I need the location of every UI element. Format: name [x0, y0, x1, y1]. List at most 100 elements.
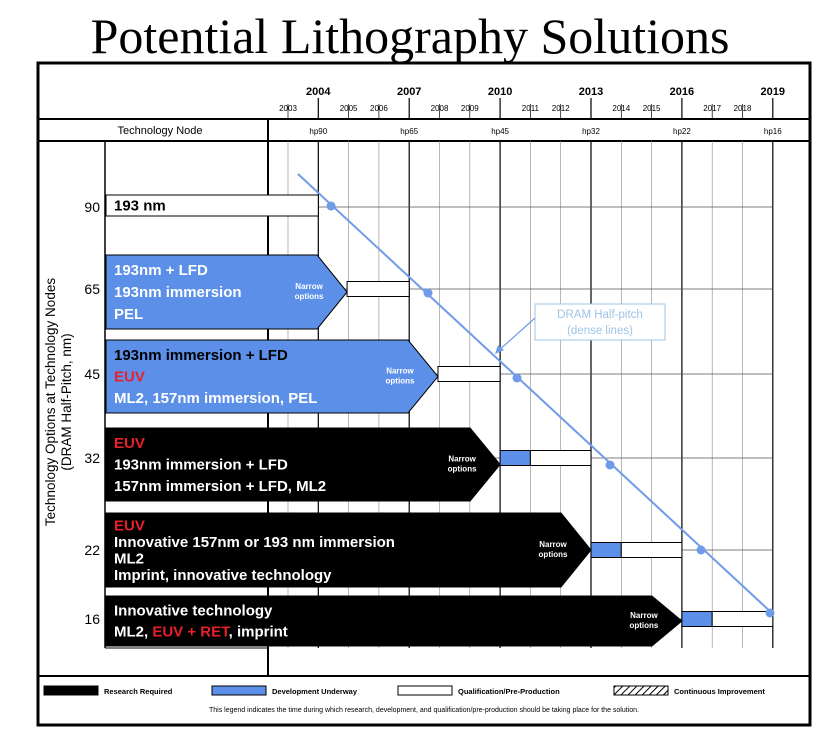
timeline-segment [681, 611, 713, 627]
node-label: 65 [84, 281, 100, 297]
hp-label: hp32 [582, 127, 600, 136]
solution-text-part: Imprint, innovative technology [114, 567, 332, 584]
solution-text-part: ML2 [114, 550, 144, 567]
annotation-box [534, 303, 666, 341]
legend-swatch [211, 685, 267, 696]
solution-text-part: 193 nm [114, 198, 166, 215]
narrow-options-label: options [386, 377, 415, 386]
narrow-options-label: options [295, 292, 324, 301]
legend-label: Continuous Improvement [674, 687, 765, 696]
year-label-major: 2013 [579, 86, 603, 98]
year-label-minor: 2017 [703, 104, 721, 113]
solution-text-part: PEL [114, 306, 143, 323]
solution-text-part: Innovative 157nm or 193 nm immersion [114, 534, 395, 551]
solution-text-line: EUV [114, 517, 145, 534]
solution-text-part: ML2, [114, 624, 152, 641]
solution-arrow [105, 595, 683, 647]
solution-text-part: EUV [114, 435, 145, 452]
hp-label: hp16 [764, 127, 782, 136]
solution-text-line: 157nm immersion + LFD, ML2 [114, 478, 326, 495]
y-axis-sublabel: (DRAM Half-Pitch, nm) [59, 333, 74, 470]
timeline-segment [346, 281, 410, 297]
hp-label: hp22 [673, 127, 691, 136]
solution-arrow [105, 254, 348, 330]
half-pitch-point [423, 288, 433, 298]
year-label-major: 2004 [306, 86, 331, 98]
hp-label: hp90 [309, 127, 327, 136]
solution-text-line: ML2, EUV + RET, imprint [114, 624, 288, 641]
narrow-options-label: options [539, 550, 568, 559]
solution-text-part: EUV [114, 369, 145, 386]
half-pitch-point [512, 373, 522, 383]
narrow-options-label: Narrow [295, 282, 323, 291]
solution-text-part: ML2, 157nm immersion, PEL [114, 390, 317, 407]
timeline-segment [620, 542, 683, 558]
half-pitch-point [696, 545, 706, 555]
half-pitch-point [326, 201, 336, 211]
narrow-options-label: Narrow [630, 611, 658, 620]
year-label-minor: 2015 [643, 104, 661, 113]
timeline-segment [437, 366, 501, 382]
solution-text-line: EUV [114, 435, 145, 452]
legend-swatch [397, 685, 453, 696]
narrow-options-label: Narrow [386, 367, 414, 376]
tech-node-label: Technology Node [117, 125, 202, 137]
solution-bar [105, 194, 319, 217]
half-pitch-point [765, 608, 775, 618]
hp-label: hp65 [400, 127, 418, 136]
hp-label: hp45 [491, 127, 509, 136]
solution-text-line: Imprint, innovative technology [114, 567, 332, 584]
node-label: 45 [84, 366, 100, 382]
narrow-options-label: Narrow [539, 540, 567, 549]
solution-text-line: 193nm immersion [114, 284, 242, 301]
narrow-options-label: options [629, 621, 658, 630]
legend-swatch [613, 685, 669, 696]
node-label: 16 [84, 611, 100, 627]
year-label-major: 2010 [488, 86, 512, 98]
solution-text-line: 193nm + LFD [114, 262, 208, 279]
year-label-minor: 2009 [461, 104, 479, 113]
solution-text-line: Innovative technology [114, 603, 273, 620]
solution-text-part: 157nm immersion + LFD, ML2 [114, 478, 326, 495]
solution-text-part: 193nm + LFD [114, 262, 208, 279]
year-label-major: 2016 [670, 86, 694, 98]
solution-arrow [105, 427, 501, 502]
year-label-minor: 2005 [340, 104, 358, 113]
year-label-minor: 2003 [279, 104, 297, 113]
timeline-segment [529, 450, 592, 466]
timeline-segment [711, 611, 774, 627]
timeline-segment [590, 542, 622, 558]
solution-text-line: Innovative 157nm or 193 nm immersion [114, 534, 395, 551]
solution-text-part: 193nm immersion [114, 284, 242, 301]
narrow-options-label: Narrow [448, 455, 476, 464]
solution-arrow [105, 339, 439, 414]
solution-text-part: Innovative technology [114, 603, 273, 620]
legend-label: Qualification/Pre-Production [458, 687, 560, 696]
annotation-text: DRAM Half-pitch [557, 309, 643, 321]
solution-text-line: ML2, 157nm immersion, PEL [114, 390, 317, 407]
solution-text-part: , imprint [229, 624, 288, 641]
narrow-options-label: options [448, 465, 477, 474]
solution-text-part: 193nm immersion + LFD [114, 347, 288, 364]
solution-text-line: 193nm immersion + LFD [114, 457, 288, 474]
solution-text-line: ML2 [114, 550, 144, 567]
legend-label: Development Underway [272, 687, 358, 696]
legend-label: Research Required [104, 687, 173, 696]
solution-text-part: EUV [114, 517, 145, 534]
timeline-segment [499, 450, 531, 466]
solution-text-line: 193 nm [114, 198, 166, 215]
year-label-minor: 2006 [370, 104, 388, 113]
legend-note: This legend indicates the time during wh… [209, 707, 639, 714]
year-label-major: 2007 [397, 86, 421, 98]
half-pitch-trend-line [297, 173, 774, 615]
node-label: 32 [84, 450, 100, 466]
annotation-pointer [496, 317, 536, 353]
solution-text-part: EUV + RET [152, 624, 230, 641]
solution-text-part: 193nm immersion + LFD [114, 457, 288, 474]
year-label-minor: 2014 [612, 104, 630, 113]
year-label-major: 2019 [761, 86, 785, 98]
year-label-minor: 2008 [431, 104, 449, 113]
year-label-minor: 2018 [734, 104, 752, 113]
half-pitch-point [605, 460, 615, 470]
